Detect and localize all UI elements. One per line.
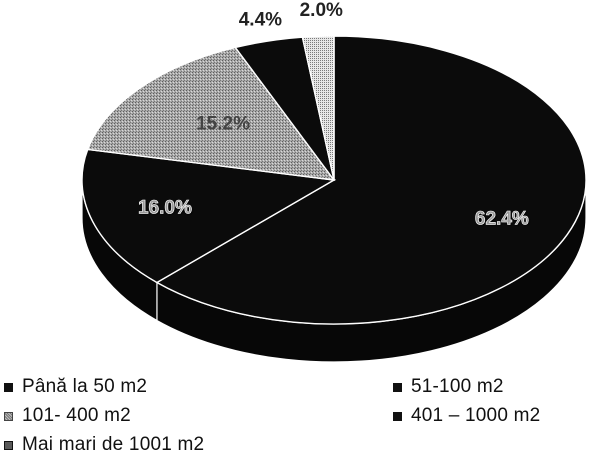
data-label-51-100: 16.0% [138,198,192,219]
data-label-pana-la-50: 62.4% [475,208,529,229]
legend-item-101-400: 101- 400 m2 [4,405,131,427]
pie-slice-101-400 [86,46,336,181]
data-label-mai-mari-1001: 2.0% [300,0,343,21]
pie-slice-pana-la-50 [155,35,587,325]
data-label-101-400: 15.2% [196,113,250,134]
legend-label-101-400: 101- 400 m2 [22,405,131,426]
legend-label-mai-mari-1001: Mai mari de 1001 m2 [22,434,205,455]
chart-legend: Până la 50 m2 51-100 m2 101- 400 m2 401 … [0,366,590,457]
legend-item-pana-la-50: Până la 50 m2 [4,376,147,398]
pie-slice-mai-mari-1001 [301,35,335,181]
legend-swatch-51-100 [393,382,402,392]
legend-item-401-1000: 401 – 1000 m2 [393,405,540,427]
data-label-401-1000: 4.4% [239,9,282,30]
legend-label-51-100: 51-100 m2 [411,376,504,397]
legend-item-mai-mari-1001: Mai mari de 1001 m2 [4,434,204,456]
legend-swatch-101-400 [4,411,13,421]
legend-swatch-401-1000 [393,411,402,421]
pie-chart-plot: 62.4% 16.0% 15.2% 4.4% 2.0% [81,0,587,363]
pie-slice-51-100 [81,148,337,284]
legend-label-401-1000: 401 – 1000 m2 [411,405,541,426]
legend-swatch-pana-la-50 [4,382,13,392]
legend-label-pana-la-50: Până la 50 m2 [22,376,148,397]
legend-swatch-mai-mari-1001 [4,440,13,450]
legend-item-51-100: 51-100 m2 [393,376,504,398]
